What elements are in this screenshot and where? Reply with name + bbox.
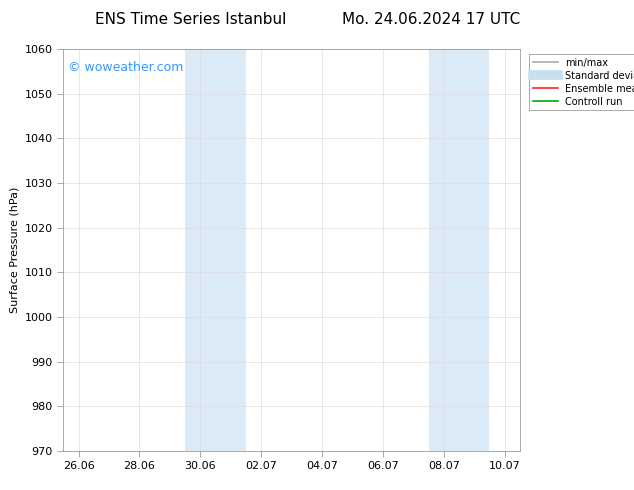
Y-axis label: Surface Pressure (hPa): Surface Pressure (hPa) — [10, 187, 19, 313]
Text: ENS Time Series Istanbul: ENS Time Series Istanbul — [94, 12, 286, 27]
Bar — [185, 49, 246, 451]
Text: Mo. 24.06.2024 17 UTC: Mo. 24.06.2024 17 UTC — [342, 12, 521, 27]
Bar — [429, 49, 489, 451]
Text: © woweather.com: © woweather.com — [68, 61, 183, 74]
Legend: min/max, Standard deviation, Ensemble mean run, Controll run: min/max, Standard deviation, Ensemble me… — [529, 54, 634, 110]
